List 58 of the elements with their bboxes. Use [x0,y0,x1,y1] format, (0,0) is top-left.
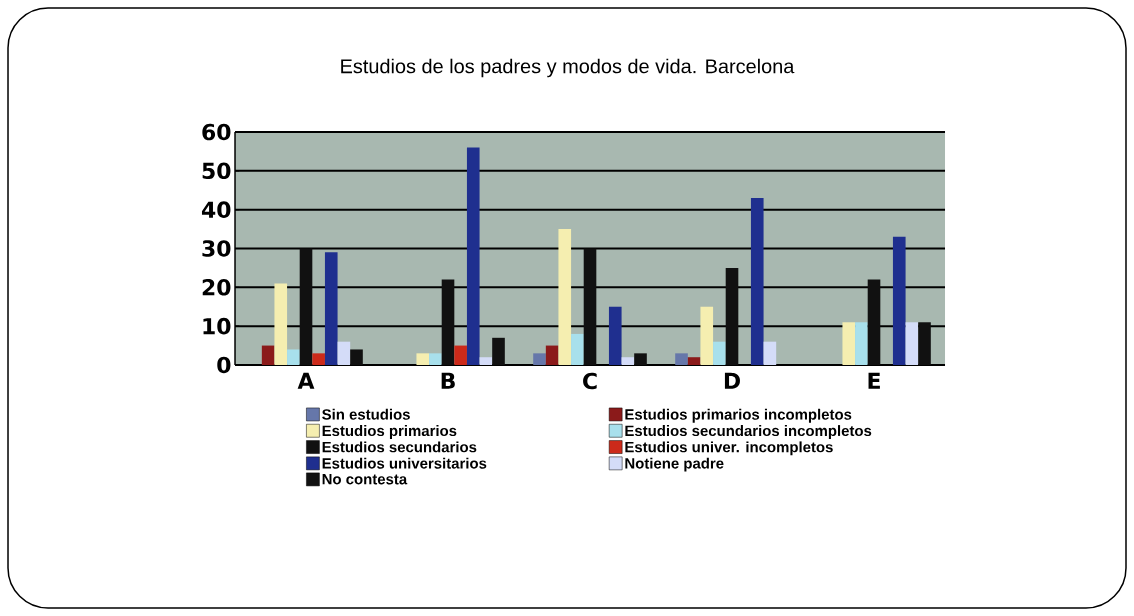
legend-label: Estudios secundarios incompletos [625,425,872,440]
y-tick-label: 0 [217,356,231,374]
bar [583,248,597,365]
bar [274,283,288,365]
legend-label: Notiene padre [625,457,724,472]
bar [545,345,559,365]
bar [350,349,363,365]
bar [479,357,493,365]
y-tick-label: 40 [201,201,231,218]
bar [571,333,584,365]
y-tick-label: 30 [202,240,231,257]
bar [918,322,931,365]
y-tick-label: 60 [202,123,231,141]
bar [312,353,325,365]
bar [675,353,688,365]
bar [892,236,906,365]
legend-label: Estudios primarios [322,425,457,440]
bar [842,322,856,365]
bar [429,353,442,365]
chart-title: Estudios de los padres y modos de vida. Barcelona [341,58,795,78]
bar [750,198,764,365]
bar [416,353,430,365]
legend-label: Estudios universitarios [322,457,487,469]
bar [441,279,455,365]
bar [763,341,777,365]
bar [700,306,714,365]
bar [324,252,338,365]
bar [687,357,701,365]
bar [454,345,467,365]
x-tick-label: B [441,372,455,389]
bar [634,353,647,365]
y-tick-label: 10 [203,317,231,335]
legend-label: Estudios univer. incompletos [625,441,833,456]
bar [713,341,726,365]
bar [492,337,505,365]
x-tick-label: D [724,372,740,389]
legend-label: No contesta [322,474,408,485]
bar [855,322,868,365]
bar [558,229,572,365]
y-tick-label: 20 [202,279,231,296]
bar [337,341,351,365]
bar [608,306,622,365]
bar [533,353,546,365]
y-tick-label: 50 [202,162,231,180]
bar [905,322,919,365]
legend-label: Estudios secundarios [322,441,477,453]
bar [621,357,635,365]
x-tick-label: C [583,372,597,390]
legend-label: Estudios primarios incompletos [625,408,852,423]
bar [299,248,313,365]
x-tick-label: A [297,372,315,389]
legend-label: Sin estudios [322,408,410,420]
bar [466,147,480,365]
bar [867,279,881,365]
bar [287,349,300,365]
bar [725,267,739,365]
x-tick-label: E [868,372,880,389]
bar [261,345,275,365]
